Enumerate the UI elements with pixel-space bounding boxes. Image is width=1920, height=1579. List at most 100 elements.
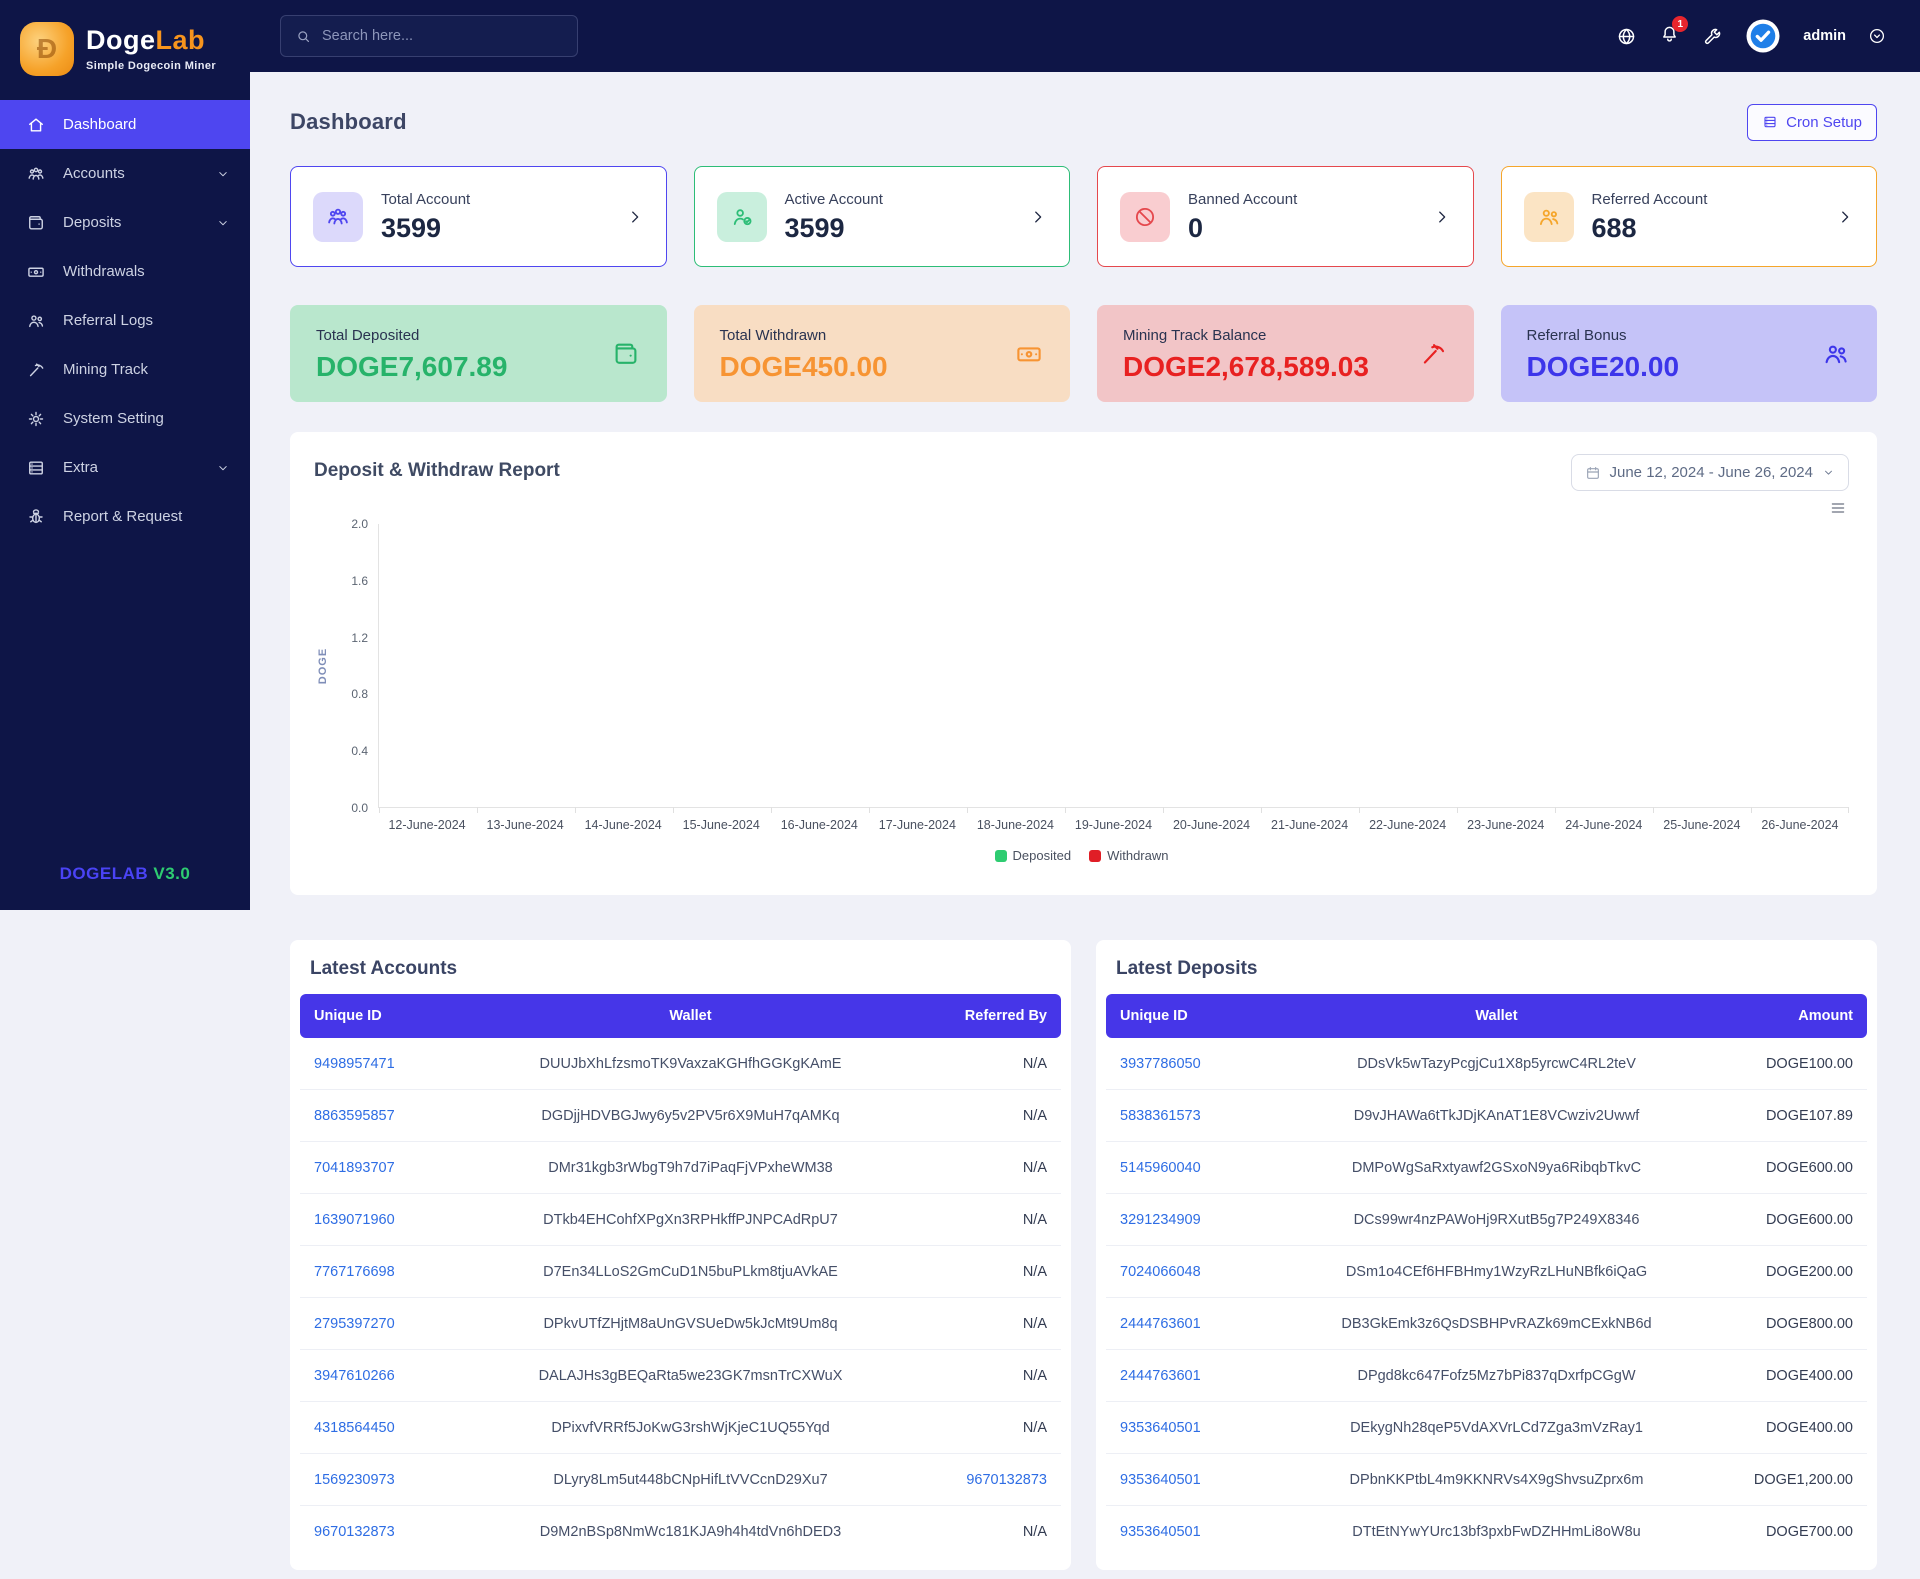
sidebar-item-extra[interactable]: Extra [0,443,250,492]
stat-card-title: Active Account [784,191,883,208]
date-range-picker[interactable]: June 12, 2024 - June 26, 2024 [1570,454,1849,491]
two-users-icon [26,311,46,331]
main-content: Dashboard Cron Setup Total Account 3599 Ac… [250,72,1920,1570]
chevron-right-icon[interactable] [1029,208,1047,226]
wallet-address: DMr31kgb3rWbgT9h7d7iPaqFjVPxheWM38 [548,1159,833,1176]
summary-card-title: Total Deposited [316,326,420,344]
wallet-address: DLyry8Lm5ut448bCNpHifLtVVCcnD29Xu7 [553,1471,828,1488]
user-check-icon [716,191,767,242]
unique-id-link[interactable]: 9498957471 [314,1055,395,1072]
legend-item-withdrawn[interactable]: Withdrawn [1089,848,1168,863]
sidebar-item-label: Dashboard [63,116,137,133]
stat-card-value: 3599 [784,213,845,243]
search-input[interactable] [322,28,563,44]
legend-item-deposited[interactable]: Deposited [994,848,1071,863]
sidebar-item-deposits[interactable]: Deposits [0,198,250,247]
sidebar-footer: DOGELAB V3.0 [0,864,250,910]
x-tick [574,807,576,813]
x-tick-label: 19-June-2024 [1074,818,1153,832]
unique-id-link[interactable]: 5145960040 [1120,1159,1201,1176]
home-icon [26,115,46,135]
unique-id-link[interactable]: 3291234909 [1120,1211,1201,1228]
table-row: 5145960040 DMPoWgSaRxtyawf2GSxoN9ya6Ribqb… [1106,1142,1867,1194]
chart-menu-icon[interactable] [1827,500,1849,516]
x-tick [868,807,870,813]
sidebar-item-system-setting[interactable]: System Setting [0,394,250,443]
unique-id-link[interactable]: 5838361573 [1120,1107,1201,1124]
table-row: 2444763601 DPgd8kc647Fofz5Mz7bPi837qDxrfp… [1106,1350,1867,1402]
x-tick-label: 25-June-2024 [1663,818,1741,832]
x-tick-label: 24-June-2024 [1565,818,1643,832]
unique-id-link[interactable]: 9670132873 [314,1524,395,1540]
unique-id-link[interactable]: 7024066048 [1120,1263,1201,1280]
sidebar-item-label: System Setting [63,410,164,427]
chevron-right-icon[interactable] [1836,208,1854,226]
x-axis-labels: 12-June-2024 13-June-2024 14-June-2024 15-J… [378,818,1849,832]
table-end-cell: N/A [1022,1159,1047,1176]
dogecoin-logo-icon: Đ [20,22,74,76]
y-axis: 2.0 1.6 1.2 0.8 0.4 0.0 [332,517,378,815]
summary-card-value: DOGE20.00 [1526,350,1680,382]
unique-id-link[interactable]: 3947610266 [314,1367,395,1384]
latest-deposits-table: Unique ID Wallet Amount 3937786050 DDsVk5wTa… [1106,994,1867,1558]
sidebar-item-report-request[interactable]: Report & Request [0,492,250,541]
pickaxe-icon [1418,339,1448,369]
unique-id-link[interactable]: 4318564450 [314,1419,395,1436]
banknote-icon [26,262,46,282]
stat-card-banned-account[interactable]: Banned Account 0 [1097,166,1474,267]
wallet-address: DB3GkEmk3z6QsDSBHPvRAZk69mCExkNB6d [1341,1315,1652,1332]
unique-id-link[interactable]: 3937786050 [1120,1055,1201,1072]
avatar[interactable] [1745,18,1781,54]
stat-card-referred-account[interactable]: Referred Account 688 [1500,166,1877,267]
chevron-right-icon[interactable] [626,208,644,226]
table-end-cell: N/A [1022,1367,1047,1384]
chevron-right-icon[interactable] [1433,208,1451,226]
sidebar-item-mining-track[interactable]: Mining Track [0,345,250,394]
referred-by-link[interactable]: 9670132873 [966,1471,1047,1488]
table-row: 5838361573 D9vJHAWa6tTkJDjKAnAT1E8VCwziv2… [1106,1090,1867,1142]
unique-id-link[interactable]: 9353640501 [1120,1471,1201,1488]
unique-id-link[interactable]: 7041893707 [314,1159,395,1176]
sidebar-item-label: Report & Request [63,508,183,525]
stat-card-total-account[interactable]: Total Account 3599 [290,166,667,267]
summary-card-value: DOGE450.00 [719,350,888,382]
unique-id-link[interactable]: 9353640501 [1120,1419,1201,1436]
sidebar-item-dashboard[interactable]: Dashboard [0,100,250,149]
table-row: 9353640501 DPbnKKPtbL4m9KKNRVs4X9gShvsuZp… [1106,1454,1867,1506]
summary-card-value: DOGE7,607.89 [316,350,508,382]
table-row: 9353640501 DEkygNh28qeP5VdAXVrLCd7Zga3mVz… [1106,1402,1867,1454]
search-box[interactable] [280,15,578,57]
table-end-cell: DOGE400.00 [1765,1419,1853,1436]
notifications-button[interactable]: 1 [1659,16,1689,49]
unique-id-link[interactable]: 8863595857 [314,1107,395,1124]
wallet-address: DTtEtNYwYUrc13bf3pxbFwDZHHmLi8oW8u [1352,1524,1641,1540]
chevron-circle-down-icon[interactable] [1868,27,1886,45]
summary-card-total-deposited: Total Deposited DOGE7,607.89 [290,305,667,402]
sidebar-item-referral-logs[interactable]: Referral Logs [0,296,250,345]
unique-id-link[interactable]: 2795397270 [314,1315,395,1332]
unique-id-link[interactable]: 1569230973 [314,1471,395,1488]
table-row: 7767176698 D7En34LLoS2GmCuD1N5buPLkm8tjuA… [300,1246,1061,1298]
sidebar-item-withdrawals[interactable]: Withdrawals [0,247,250,296]
cron-setup-button[interactable]: Cron Setup [1747,103,1877,141]
x-tick [1555,807,1556,813]
column-header: Wallet [669,1008,712,1024]
unique-id-link[interactable]: 9353640501 [1120,1524,1201,1540]
footer-brand-name: DOGELAB [59,864,149,883]
wrench-icon[interactable] [1702,26,1723,47]
globe-icon[interactable] [1616,26,1637,47]
unique-id-link[interactable]: 7767176698 [314,1263,395,1280]
stat-card-active-account[interactable]: Active Account 3599 [693,166,1070,267]
sidebar-item-accounts[interactable]: Accounts [0,149,250,198]
y-tick-label: 0.0 [351,801,368,815]
table-row: 3291234909 DCs99wr4nzPAWoHj9RXutB5g7P249X… [1106,1194,1867,1246]
unique-id-link[interactable]: 2444763601 [1120,1315,1201,1332]
y-tick-label: 1.6 [351,573,368,588]
x-tick-label: 20-June-2024 [1172,818,1251,832]
unique-id-link[interactable]: 1639071960 [314,1211,395,1228]
wallet-address: DSm1o4CEf6HFBHmy1WzyRzLHuNBfk6iQaG [1345,1263,1648,1280]
x-tick [1751,807,1752,813]
x-tick [1848,807,1849,813]
plot [378,524,1849,813]
unique-id-link[interactable]: 2444763601 [1120,1367,1201,1384]
